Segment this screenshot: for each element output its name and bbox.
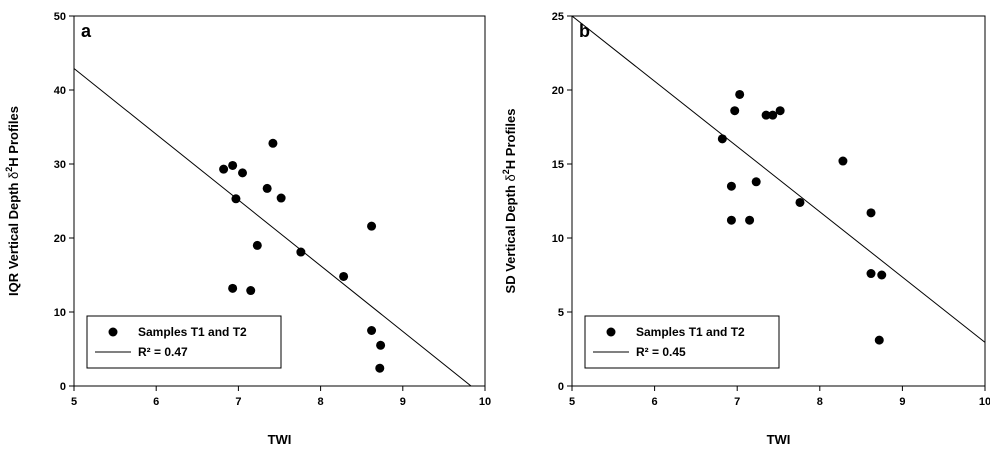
data-point xyxy=(730,106,740,116)
x-tick-label: 10 xyxy=(979,396,990,408)
data-point xyxy=(228,160,238,170)
y-tick-label: 25 xyxy=(552,11,564,23)
y-tick-label: 10 xyxy=(54,307,66,319)
x-tick-label: 10 xyxy=(479,396,491,408)
legend-line-label: R² = 0.45 xyxy=(636,345,686,359)
y-axis-title: IQR Vertical Depth δ2H Profiles xyxy=(4,106,21,296)
data-point xyxy=(367,326,377,335)
y-axis-title-part: H Profiles xyxy=(503,109,518,170)
x-axis-title: TWI xyxy=(767,432,791,447)
y-axis-title-delta: δ xyxy=(503,174,518,181)
panel-letter: b xyxy=(579,21,590,41)
y-tick-label: 20 xyxy=(54,233,66,245)
y-tick-label: 30 xyxy=(54,159,66,171)
y-axis-title-part: IQR Vertical Depth xyxy=(6,179,21,296)
data-point xyxy=(745,215,755,225)
x-tick-label: 5 xyxy=(71,396,77,408)
x-tick-label: 9 xyxy=(899,396,905,408)
x-tick-label: 5 xyxy=(569,396,575,408)
y-axis-title-delta: δ xyxy=(6,172,21,179)
data-point xyxy=(751,177,761,187)
data-point xyxy=(231,194,241,204)
data-point xyxy=(874,335,884,345)
data-point xyxy=(262,183,272,193)
y-tick-label: 5 xyxy=(558,307,564,319)
regression-line xyxy=(572,16,985,343)
x-tick-label: 6 xyxy=(153,396,159,408)
plot-frame xyxy=(73,15,486,387)
data-point xyxy=(838,156,848,166)
x-tick-label: 6 xyxy=(652,396,658,408)
data-point xyxy=(726,181,736,191)
regression-line xyxy=(74,68,472,386)
y-tick-label: 20 xyxy=(552,85,564,97)
data-point xyxy=(726,215,736,225)
data-point xyxy=(717,134,727,144)
legend-line-label: R² = 0.47 xyxy=(138,345,188,359)
data-point xyxy=(866,208,876,218)
data-point xyxy=(228,283,238,293)
data-point xyxy=(276,193,286,203)
y-tick-label: 50 xyxy=(54,11,66,23)
plot-frame xyxy=(571,15,986,387)
data-point xyxy=(268,138,278,148)
y-axis-title-superscript: 2 xyxy=(4,167,14,172)
x-axis-title: TWI xyxy=(268,432,292,447)
data-point xyxy=(735,89,745,99)
data-point xyxy=(877,270,887,280)
y-tick-label: 0 xyxy=(60,381,66,393)
legend-box xyxy=(86,315,282,369)
legend-box xyxy=(584,315,780,369)
data-point xyxy=(246,286,256,296)
data-point xyxy=(296,247,306,257)
data-point xyxy=(219,164,229,174)
data-point xyxy=(252,240,262,250)
data-point xyxy=(775,106,785,116)
x-tick-label: 8 xyxy=(817,396,823,408)
y-tick-label: 0 xyxy=(558,381,564,393)
data-point xyxy=(866,269,876,279)
y-tick-label: 40 xyxy=(54,85,66,97)
legend-marker-label: Samples T1 and T2 xyxy=(636,325,745,339)
y-tick-label: 15 xyxy=(552,159,564,171)
legend-marker-label: Samples T1 and T2 xyxy=(138,325,247,339)
y-tick-label: 10 xyxy=(552,233,564,245)
x-tick-label: 9 xyxy=(400,396,406,408)
x-tick-label: 8 xyxy=(318,396,324,408)
panel-letter: a xyxy=(81,21,92,41)
data-point xyxy=(375,363,385,373)
y-axis-title-superscript: 2 xyxy=(501,169,511,174)
data-point xyxy=(339,271,349,281)
x-tick-label: 7 xyxy=(235,396,241,408)
data-point xyxy=(376,340,386,350)
legend-marker xyxy=(108,327,118,337)
data-point xyxy=(238,168,248,178)
y-axis-title: SD Vertical Depth δ2H Profiles xyxy=(501,109,518,294)
x-tick-label: 7 xyxy=(734,396,740,408)
data-point xyxy=(795,197,805,207)
data-point xyxy=(768,110,778,120)
y-axis-title-part: SD Vertical Depth xyxy=(503,181,518,293)
chart-panel-a: 5 6 7 8 9 10 0 10 20 30 40 50 TWI IQR Vertical Depth … xyxy=(4,11,491,447)
data-point xyxy=(761,110,771,120)
legend-marker xyxy=(606,327,616,337)
y-axis-title-part: H Profiles xyxy=(6,106,21,167)
data-point xyxy=(367,221,377,231)
